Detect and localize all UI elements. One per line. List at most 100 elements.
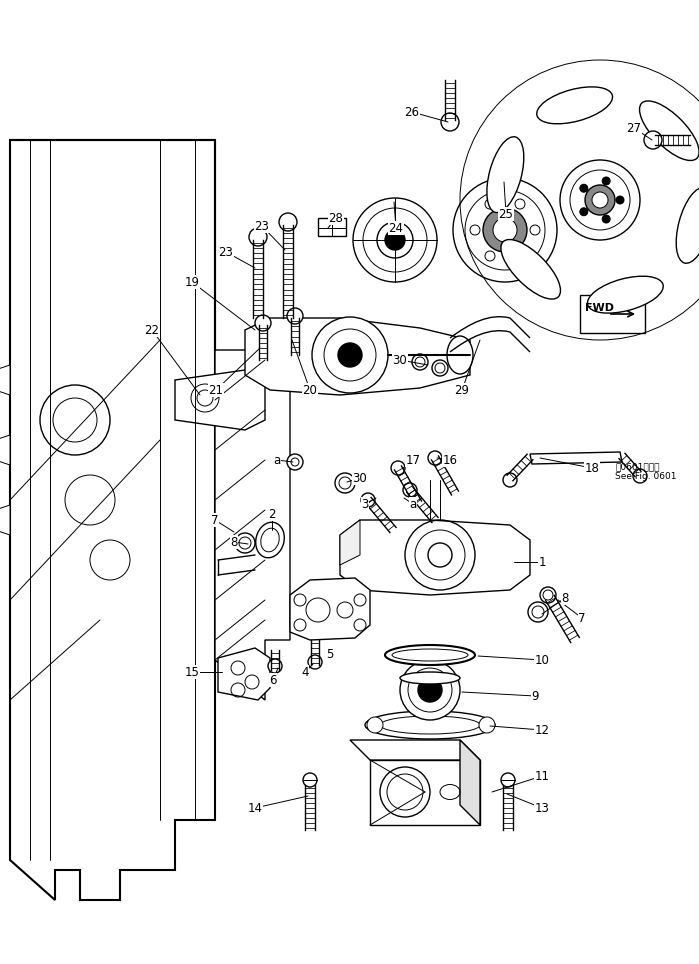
Text: 2: 2 xyxy=(268,507,275,521)
Polygon shape xyxy=(0,365,10,395)
Ellipse shape xyxy=(256,522,284,558)
Circle shape xyxy=(312,317,388,393)
Text: 8: 8 xyxy=(561,592,569,604)
Text: 5: 5 xyxy=(326,649,333,661)
Circle shape xyxy=(493,218,517,242)
Polygon shape xyxy=(290,578,370,640)
Circle shape xyxy=(367,717,383,733)
Ellipse shape xyxy=(640,101,699,161)
Text: 14: 14 xyxy=(247,801,263,815)
Circle shape xyxy=(428,543,452,567)
Circle shape xyxy=(400,660,460,720)
Text: FWD: FWD xyxy=(585,303,614,313)
Circle shape xyxy=(391,461,405,475)
Circle shape xyxy=(432,360,448,376)
Circle shape xyxy=(483,208,527,252)
Circle shape xyxy=(287,454,303,470)
Ellipse shape xyxy=(587,277,663,313)
Text: 19: 19 xyxy=(185,276,199,288)
Text: 13: 13 xyxy=(535,801,549,815)
Circle shape xyxy=(530,225,540,235)
Text: 12: 12 xyxy=(535,724,549,736)
Bar xyxy=(580,295,645,333)
Circle shape xyxy=(501,773,515,787)
Text: 3: 3 xyxy=(361,497,368,511)
Text: 11: 11 xyxy=(535,769,549,783)
Circle shape xyxy=(428,451,442,465)
Text: a: a xyxy=(273,453,280,467)
Circle shape xyxy=(441,113,459,131)
Ellipse shape xyxy=(537,87,612,123)
Text: 29: 29 xyxy=(454,384,470,396)
Circle shape xyxy=(418,678,442,702)
Circle shape xyxy=(515,199,525,209)
Text: 18: 18 xyxy=(584,462,600,474)
Polygon shape xyxy=(460,740,480,825)
Ellipse shape xyxy=(400,672,460,684)
Polygon shape xyxy=(370,760,480,825)
Polygon shape xyxy=(215,350,290,700)
Circle shape xyxy=(616,196,624,204)
Circle shape xyxy=(287,308,303,324)
Text: 23: 23 xyxy=(254,220,269,232)
Ellipse shape xyxy=(447,336,473,374)
Circle shape xyxy=(485,251,495,261)
Ellipse shape xyxy=(385,645,475,665)
Polygon shape xyxy=(0,435,10,465)
Circle shape xyxy=(528,602,548,622)
Text: 20: 20 xyxy=(303,384,317,396)
Text: 24: 24 xyxy=(389,222,403,234)
Circle shape xyxy=(602,215,610,223)
Text: 9: 9 xyxy=(531,689,539,703)
Text: 7: 7 xyxy=(578,611,586,625)
Text: 1: 1 xyxy=(538,555,546,569)
Text: 17: 17 xyxy=(405,453,421,467)
Circle shape xyxy=(560,160,640,240)
Circle shape xyxy=(453,178,557,282)
Text: 21: 21 xyxy=(208,384,224,396)
Text: 25: 25 xyxy=(498,207,514,221)
Text: 27: 27 xyxy=(626,121,642,135)
Circle shape xyxy=(235,533,255,553)
Circle shape xyxy=(644,131,662,149)
Circle shape xyxy=(602,177,610,185)
Text: a: a xyxy=(410,497,417,511)
Circle shape xyxy=(380,767,430,817)
Circle shape xyxy=(479,717,495,733)
Circle shape xyxy=(540,587,556,603)
Text: 26: 26 xyxy=(405,105,419,119)
Circle shape xyxy=(353,198,437,282)
Polygon shape xyxy=(10,140,215,900)
Text: 16: 16 xyxy=(442,453,458,467)
Circle shape xyxy=(249,228,267,246)
Circle shape xyxy=(579,208,588,216)
Text: 6: 6 xyxy=(269,674,277,686)
Bar xyxy=(318,218,346,236)
Circle shape xyxy=(470,225,480,235)
Circle shape xyxy=(503,473,517,487)
Circle shape xyxy=(279,213,297,231)
Circle shape xyxy=(579,184,588,192)
Polygon shape xyxy=(0,505,10,535)
Text: 10: 10 xyxy=(535,654,549,666)
Text: 7: 7 xyxy=(211,514,219,526)
Polygon shape xyxy=(350,740,480,760)
Circle shape xyxy=(633,469,647,483)
Text: 23: 23 xyxy=(219,246,233,258)
Text: 28: 28 xyxy=(329,211,343,225)
Circle shape xyxy=(268,659,282,673)
Circle shape xyxy=(361,493,375,507)
Circle shape xyxy=(412,354,428,370)
Ellipse shape xyxy=(365,711,495,739)
Polygon shape xyxy=(175,370,265,430)
Circle shape xyxy=(255,315,271,331)
Circle shape xyxy=(592,192,608,208)
Polygon shape xyxy=(218,648,270,700)
Ellipse shape xyxy=(676,187,699,263)
Circle shape xyxy=(338,343,362,367)
Circle shape xyxy=(377,222,413,258)
Circle shape xyxy=(403,483,417,497)
Ellipse shape xyxy=(501,239,561,299)
Text: 22: 22 xyxy=(145,324,159,336)
Circle shape xyxy=(385,230,405,250)
